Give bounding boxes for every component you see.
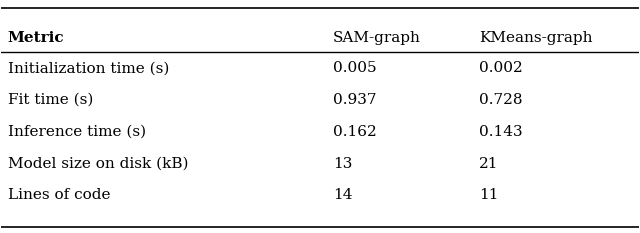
Text: 0.937: 0.937 [333, 93, 376, 107]
Text: 13: 13 [333, 157, 352, 171]
Text: KMeans-graph: KMeans-graph [479, 31, 593, 45]
Text: 21: 21 [479, 157, 499, 171]
Text: Model size on disk (kB): Model size on disk (kB) [8, 157, 188, 171]
Text: Lines of code: Lines of code [8, 188, 110, 202]
Text: 0.728: 0.728 [479, 93, 523, 107]
Text: Inference time (s): Inference time (s) [8, 125, 146, 139]
Text: Fit time (s): Fit time (s) [8, 93, 93, 107]
Text: Metric: Metric [8, 31, 65, 45]
Text: 11: 11 [479, 188, 499, 202]
Text: 14: 14 [333, 188, 352, 202]
Text: 0.002: 0.002 [479, 61, 523, 75]
Text: 0.143: 0.143 [479, 125, 523, 139]
Text: Initialization time (s): Initialization time (s) [8, 61, 169, 75]
Text: 0.162: 0.162 [333, 125, 376, 139]
Text: SAM-graph: SAM-graph [333, 31, 420, 45]
Text: 0.005: 0.005 [333, 61, 376, 75]
